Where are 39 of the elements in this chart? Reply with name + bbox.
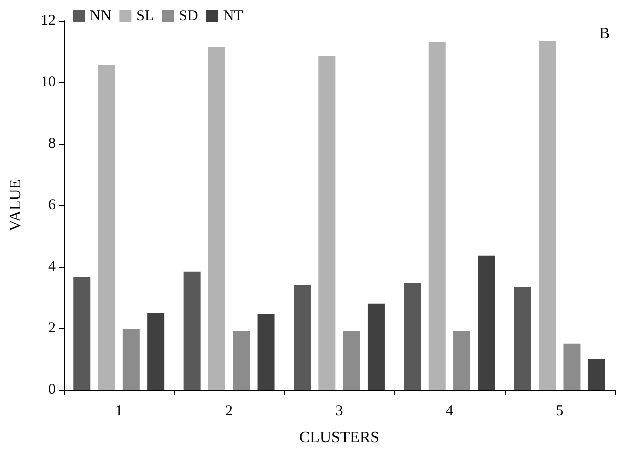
- y-tick-label: 6: [48, 198, 56, 214]
- bar: [148, 313, 165, 390]
- x-tick-label: 4: [446, 404, 454, 420]
- bar: [258, 314, 275, 390]
- x-tick-label: 2: [226, 404, 234, 420]
- bar: [98, 64, 116, 390]
- x-tick-label: 1: [115, 404, 123, 420]
- bar: [294, 285, 312, 390]
- bar: [588, 359, 606, 390]
- bar: [454, 330, 471, 390]
- bar: [233, 330, 250, 390]
- bar: [318, 56, 336, 390]
- x-tick-label: 5: [556, 404, 564, 420]
- bar: [539, 40, 556, 390]
- bar: [368, 304, 385, 390]
- bar: [208, 47, 226, 390]
- bar: [122, 329, 140, 390]
- legend-label: NN: [90, 8, 112, 24]
- y-tick-label: 2: [48, 320, 56, 336]
- bar: [478, 256, 496, 390]
- bar: [184, 272, 201, 390]
- bar: [514, 286, 532, 390]
- legend-label: SD: [179, 8, 199, 24]
- legend-label: NT: [223, 8, 244, 24]
- y-tick-label: 8: [48, 136, 56, 152]
- bar: [428, 42, 446, 390]
- y-tick-label: 12: [41, 13, 56, 29]
- bar: [564, 344, 581, 390]
- bar: [404, 282, 422, 390]
- y-tick-label: 0: [48, 382, 56, 398]
- annotation: B: [599, 26, 610, 42]
- bar: [343, 330, 360, 390]
- y-tick-label: 4: [48, 259, 56, 275]
- bar: [74, 277, 91, 390]
- legend-label: SL: [136, 8, 154, 24]
- y-tick-label: 10: [41, 74, 56, 90]
- y-axis-title: VALUE: [8, 179, 24, 232]
- x-axis-title: CLUSTERS: [299, 430, 380, 446]
- x-tick-label: 3: [336, 404, 344, 420]
